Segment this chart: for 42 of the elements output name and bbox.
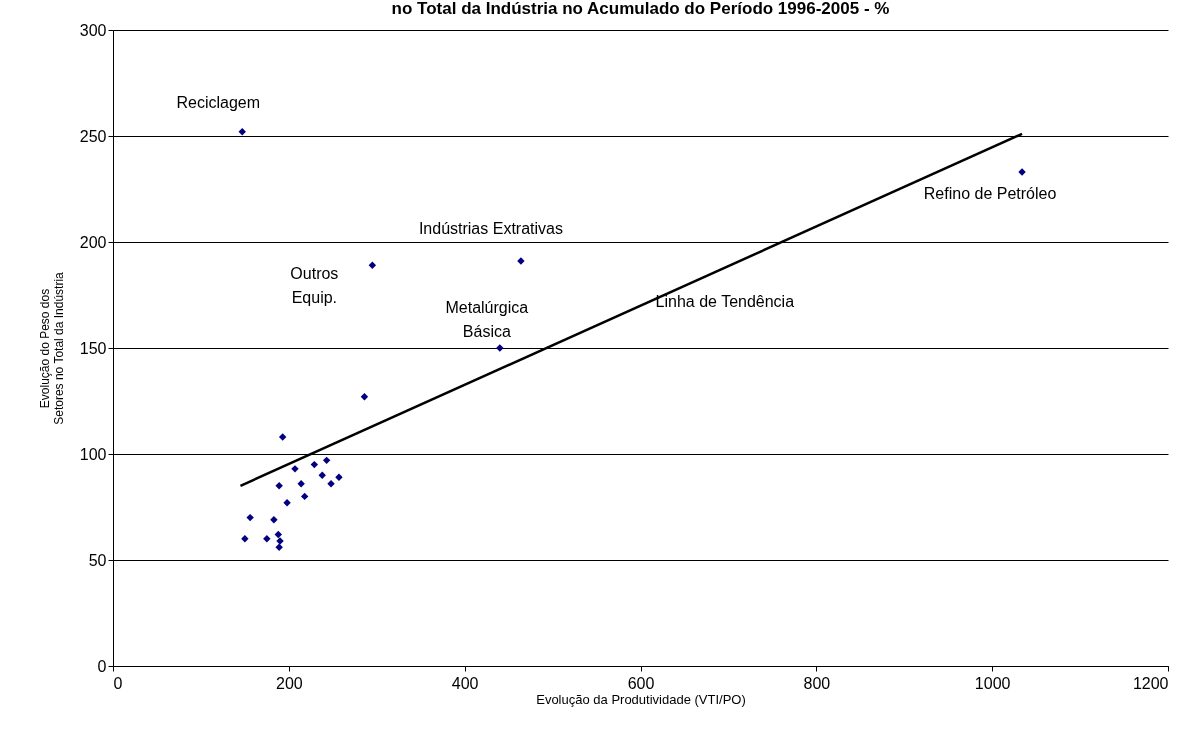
y-tick-label: 100 xyxy=(79,445,107,463)
annotation: Linha de Tendência xyxy=(655,292,795,310)
point xyxy=(300,492,309,501)
x-tick-label: 800 xyxy=(803,674,831,692)
x-tick-label: 1000 xyxy=(974,674,1011,692)
point xyxy=(275,543,283,551)
point xyxy=(335,473,343,482)
y-tick-label: 300 xyxy=(79,21,107,39)
y-tick-label: 50 xyxy=(88,551,107,569)
x-axis-title: Evolução da Produtividade (VTI/PO) xyxy=(536,691,746,707)
y-tick-label: 0 xyxy=(97,657,107,675)
x-tick-label: 400 xyxy=(451,674,479,692)
x-tick-label: 0 xyxy=(113,674,123,692)
x-tick-label: 1200 xyxy=(1132,674,1169,692)
point xyxy=(322,456,331,465)
annotation: Reciclagem xyxy=(176,93,261,111)
annotation: Metalúrgica Básica xyxy=(445,299,529,340)
point xyxy=(241,535,249,543)
y-axis-title: Evolução do Peso dos Setores no Total da Indústria xyxy=(37,271,66,425)
annotation: Outros Equip. xyxy=(290,265,339,307)
point xyxy=(327,479,335,488)
point xyxy=(275,482,283,490)
point xyxy=(274,530,282,539)
point xyxy=(246,513,254,522)
point xyxy=(278,433,287,441)
y-tick-label: 150 xyxy=(79,339,107,357)
point xyxy=(310,460,319,469)
point xyxy=(238,128,246,136)
point xyxy=(297,479,305,488)
y-tick-label: 250 xyxy=(79,127,107,145)
point xyxy=(318,471,326,479)
chart-title: no Total da Indústria no Acumulado do Período 1996-2005 - % xyxy=(391,0,890,18)
point xyxy=(368,261,377,270)
annotation: Indústrias Extrativas xyxy=(418,220,563,238)
annotation: Refino de Petróleo xyxy=(923,185,1057,203)
y-tick-label: 200 xyxy=(79,233,107,251)
point xyxy=(283,499,291,507)
x-tick-label: 600 xyxy=(627,674,655,692)
point xyxy=(263,535,271,543)
point xyxy=(360,393,369,401)
x-tick-label: 200 xyxy=(275,674,303,692)
point xyxy=(270,516,278,524)
